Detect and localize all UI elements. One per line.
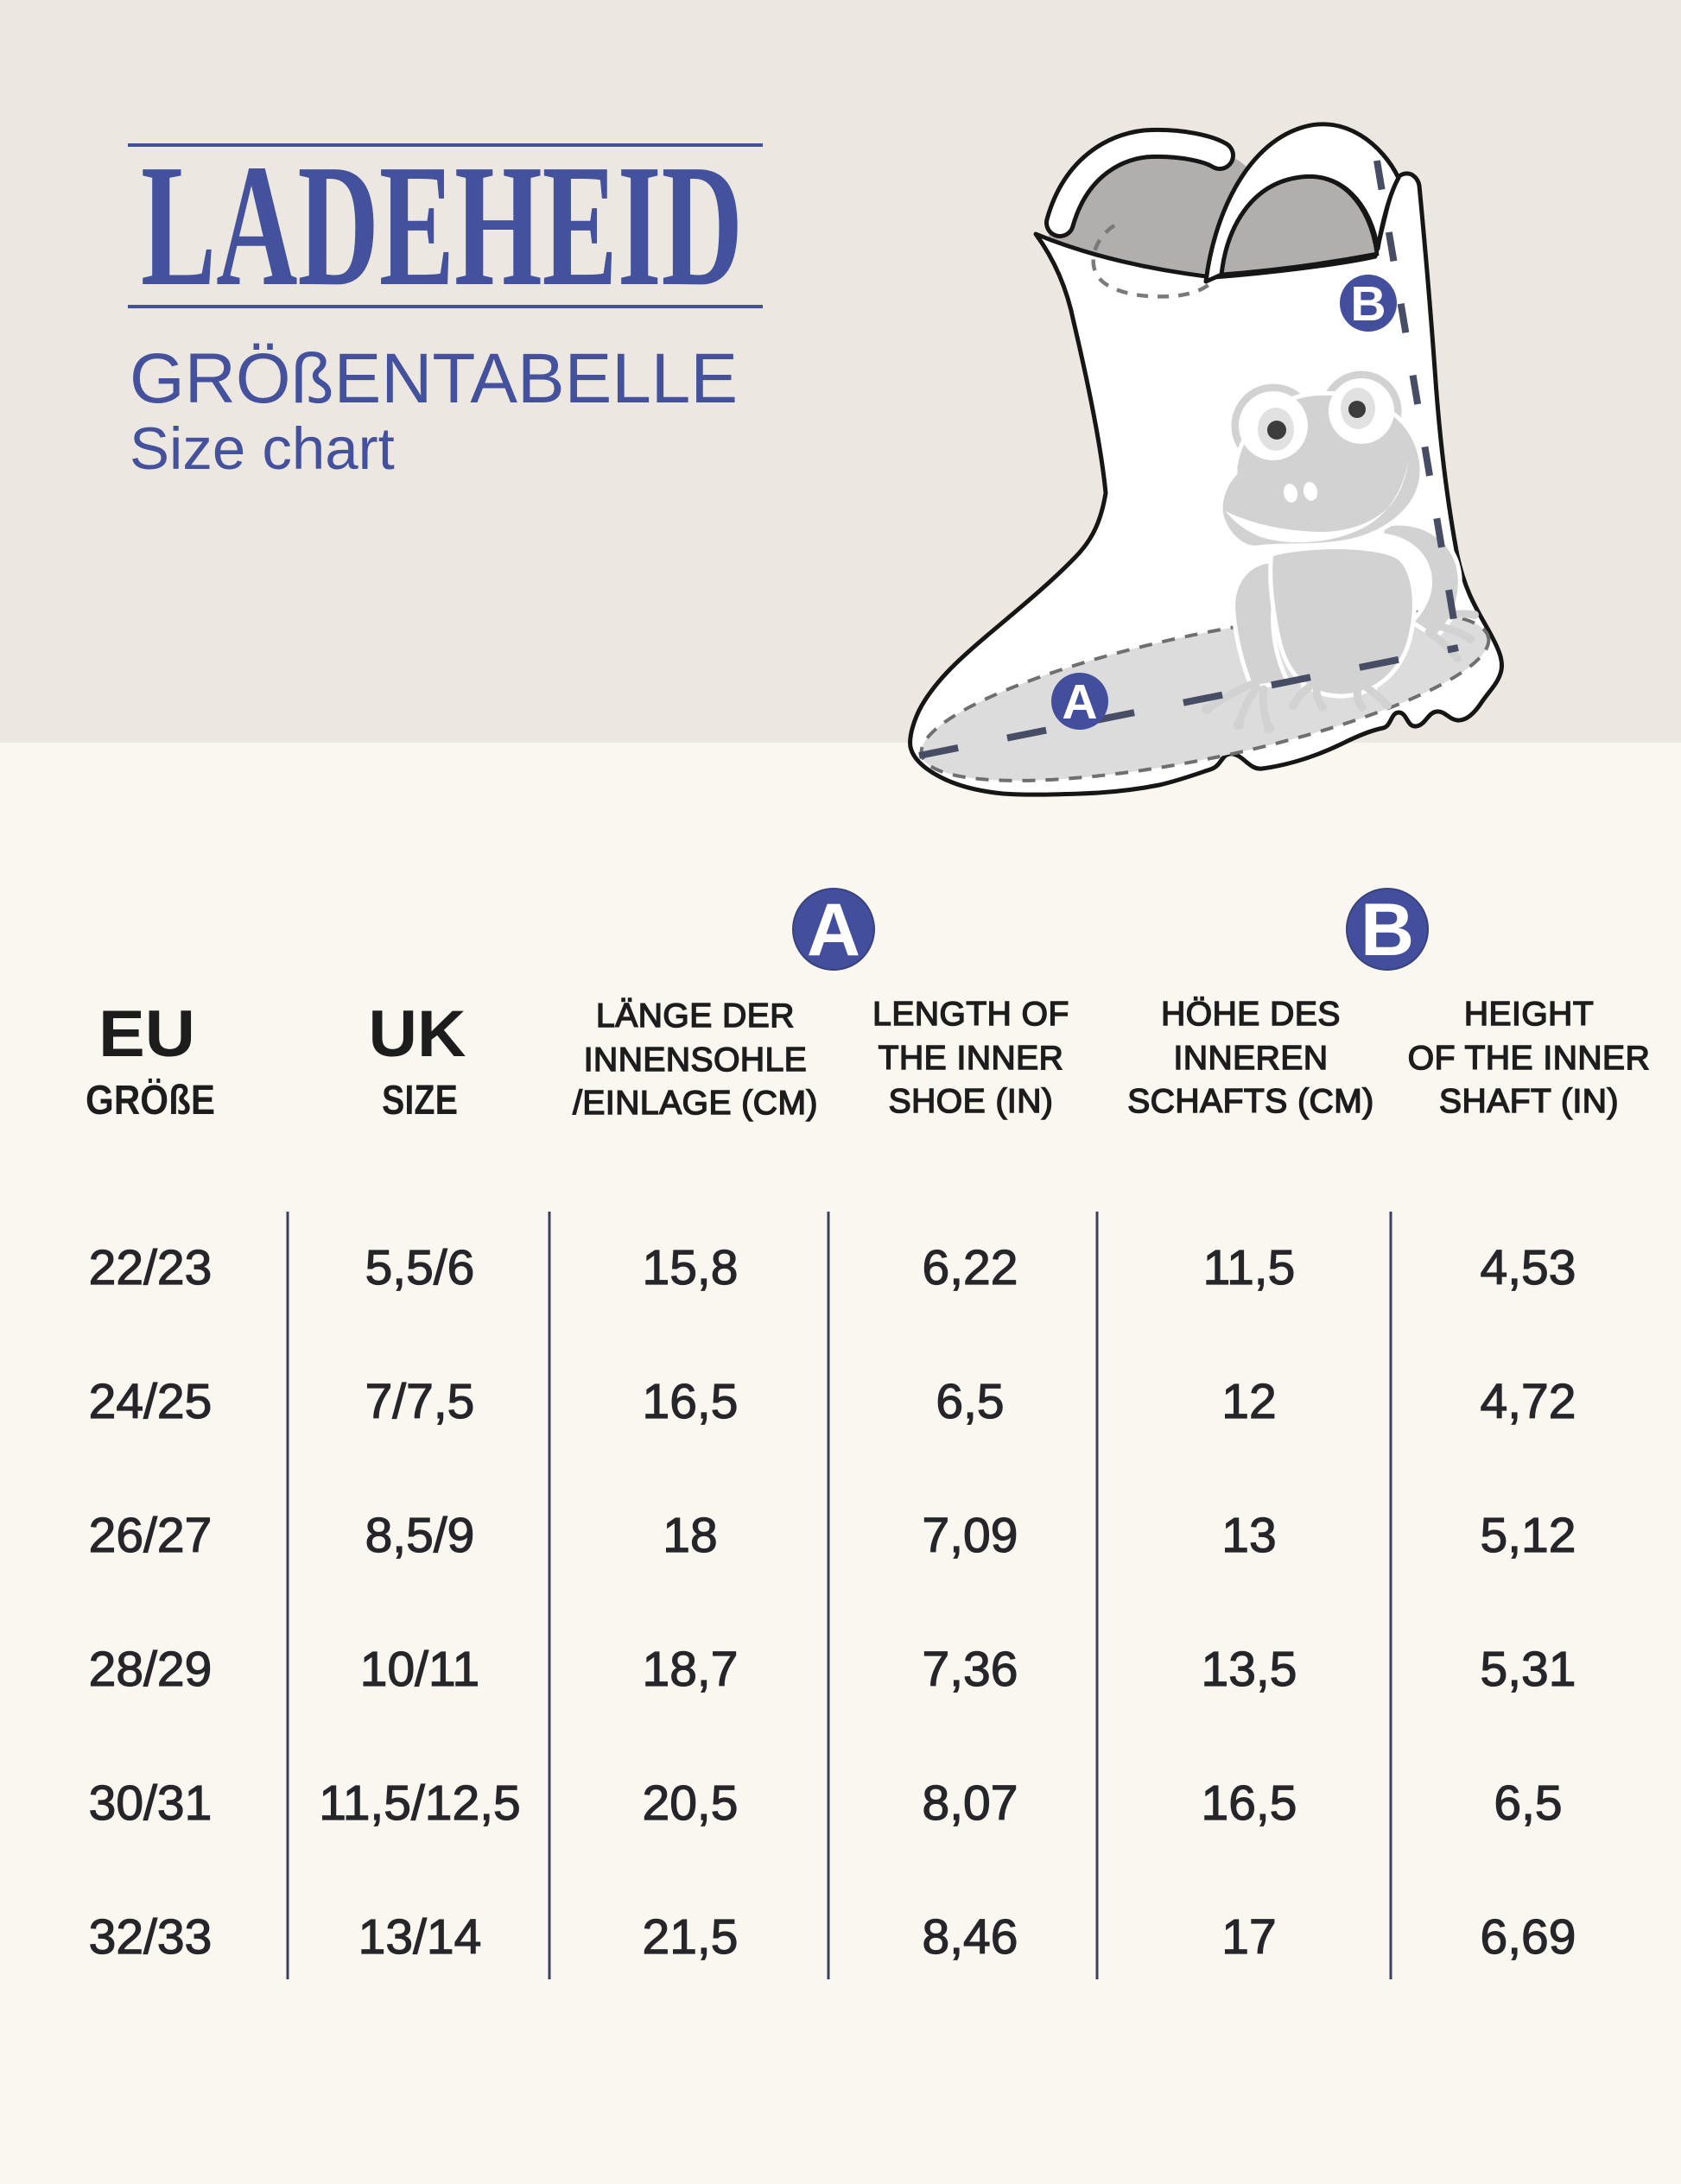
svg-text:24/25: 24/25	[89, 1374, 213, 1429]
svg-text:5,31: 5,31	[1481, 1642, 1576, 1697]
svg-text:5,5/6: 5,5/6	[365, 1240, 475, 1295]
svg-text:SHOE (IN): SHOE (IN)	[889, 1083, 1054, 1120]
svg-text:/EINLAGE (CM): /EINLAGE (CM)	[573, 1085, 818, 1122]
svg-text:21,5: 21,5	[643, 1909, 739, 1965]
svg-text:28/29: 28/29	[89, 1642, 213, 1697]
svg-text:Size chart: Size chart	[130, 415, 395, 482]
svg-text:LADEHEID: LADEHEID	[141, 128, 743, 322]
svg-text:6,22: 6,22	[923, 1240, 1018, 1295]
svg-text:11,5: 11,5	[1203, 1240, 1296, 1295]
svg-text:15,8: 15,8	[643, 1240, 739, 1295]
svg-text:26/27: 26/27	[89, 1508, 213, 1563]
svg-text:LENGTH OF: LENGTH OF	[872, 996, 1069, 1033]
svg-text:SHAFT (IN): SHAFT (IN)	[1439, 1083, 1619, 1120]
svg-text:13/14: 13/14	[358, 1909, 482, 1965]
svg-text:8,5/9: 8,5/9	[365, 1508, 475, 1563]
svg-text:GRÖßENTABELLE: GRÖßENTABELLE	[130, 339, 738, 418]
svg-text:OF THE INNER: OF THE INNER	[1408, 1040, 1650, 1077]
svg-text:LÄNGE DER: LÄNGE DER	[596, 997, 795, 1035]
svg-text:18: 18	[663, 1508, 717, 1563]
svg-text:4,72: 4,72	[1481, 1374, 1576, 1429]
svg-text:6,5: 6,5	[1494, 1776, 1562, 1831]
svg-text:THE INNER: THE INNER	[879, 1040, 1064, 1077]
svg-text:7/7,5: 7/7,5	[365, 1374, 475, 1429]
svg-text:8,46: 8,46	[923, 1909, 1018, 1965]
svg-text:30/31: 30/31	[89, 1776, 213, 1831]
svg-text:13: 13	[1221, 1508, 1276, 1563]
svg-text:A: A	[1062, 674, 1097, 730]
svg-text:EU: EU	[98, 997, 195, 1071]
svg-text:GRÖßE: GRÖßE	[86, 1078, 215, 1124]
svg-text:A: A	[807, 889, 860, 972]
svg-text:22/23: 22/23	[89, 1240, 213, 1295]
svg-text:INNENSOHLE: INNENSOHLE	[584, 1041, 808, 1079]
svg-text:B: B	[1361, 889, 1414, 972]
svg-text:17: 17	[1221, 1909, 1276, 1965]
svg-text:16,5: 16,5	[643, 1374, 739, 1429]
svg-text:7,09: 7,09	[923, 1508, 1018, 1563]
svg-text:INNEREN: INNEREN	[1173, 1040, 1328, 1077]
svg-text:UK: UK	[369, 997, 466, 1071]
svg-text:16,5: 16,5	[1202, 1776, 1297, 1831]
svg-text:SCHAFTS (CM): SCHAFTS (CM)	[1127, 1083, 1373, 1120]
svg-text:HÖHE DES: HÖHE DES	[1161, 996, 1341, 1033]
svg-text:8,07: 8,07	[923, 1776, 1018, 1831]
svg-text:13,5: 13,5	[1202, 1642, 1297, 1697]
svg-text:11,5/12,5: 11,5/12,5	[319, 1776, 520, 1831]
svg-text:4,53: 4,53	[1481, 1240, 1576, 1295]
svg-text:6,5: 6,5	[936, 1374, 1004, 1429]
svg-text:32/33: 32/33	[89, 1909, 213, 1965]
svg-text:12: 12	[1221, 1374, 1276, 1429]
svg-text:18,7: 18,7	[643, 1642, 739, 1697]
svg-text:6,69: 6,69	[1481, 1909, 1576, 1965]
svg-text:10/11: 10/11	[360, 1642, 479, 1697]
svg-text:7,36: 7,36	[923, 1642, 1018, 1697]
svg-text:5,12: 5,12	[1481, 1508, 1576, 1563]
svg-text:20,5: 20,5	[643, 1776, 739, 1831]
svg-text:HEIGHT: HEIGHT	[1464, 996, 1594, 1033]
svg-text:B: B	[1350, 276, 1386, 332]
svg-text:SIZE: SIZE	[382, 1078, 458, 1124]
